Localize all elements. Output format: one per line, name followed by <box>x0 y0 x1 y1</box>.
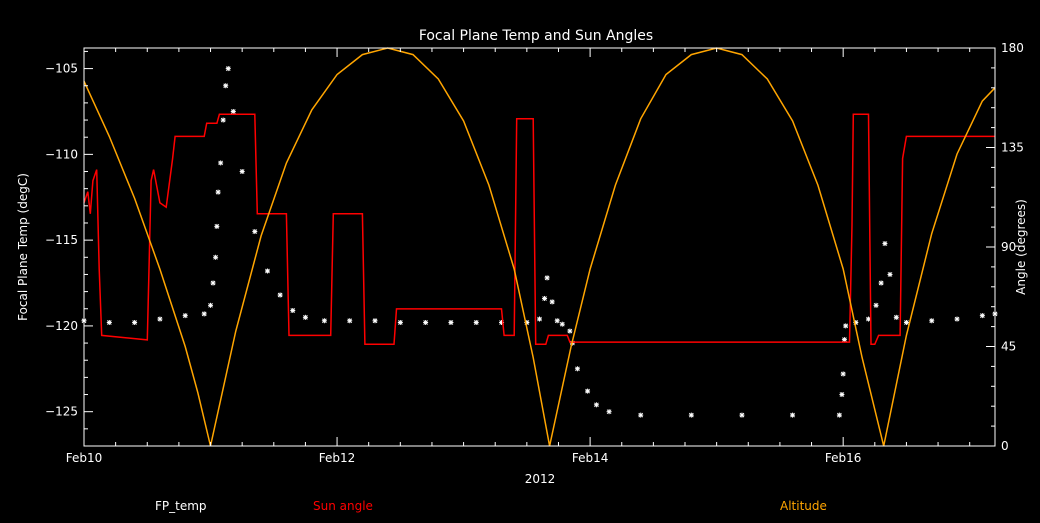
y2-axis-label: Angle (degrees) <box>1014 199 1028 295</box>
x-tick-label: Feb10 <box>66 451 103 465</box>
data-point-fp-temp <box>544 275 550 281</box>
y2-tick-label: 90 <box>1001 240 1016 254</box>
data-point-fp-temp <box>593 402 599 408</box>
data-point-fp-temp <box>638 412 644 418</box>
data-point-fp-temp <box>157 316 163 322</box>
data-point-fp-temp <box>878 280 884 286</box>
data-point-fp-temp <box>537 316 542 322</box>
data-point-fp-temp <box>559 321 565 327</box>
data-point-fp-temp <box>979 313 985 319</box>
y-tick-label: −110 <box>45 147 78 161</box>
data-point-fp-temp <box>839 392 845 398</box>
y-tick-label: −120 <box>45 319 78 333</box>
data-point-fp-temp <box>688 412 694 418</box>
chart-title: Focal Plane Temp and Sun Angles <box>419 28 653 44</box>
data-point-fp-temp <box>230 108 236 114</box>
y-axis-label: Focal Plane Temp (degC) <box>16 173 30 321</box>
data-point-fp-temp <box>423 319 429 325</box>
y-tick-label: −125 <box>45 405 78 419</box>
data-point-fp-temp <box>954 316 960 322</box>
data-point-fp-temp <box>448 319 454 325</box>
data-point-fp-temp <box>790 412 796 418</box>
data-point-fp-temp <box>223 83 229 89</box>
data-point-fp-temp <box>220 117 226 123</box>
axis-layer: Feb10 Feb12 Feb14 Feb16 −105 −110 −115 −120 −125… <box>45 41 1024 465</box>
data-point-fp-temp <box>218 160 224 166</box>
data-point-fp-temp <box>397 319 403 325</box>
data-point-fp-temp <box>239 169 245 175</box>
data-point-fp-temp <box>873 302 879 308</box>
data-point-fp-temp <box>264 268 270 274</box>
data-point-fp-temp <box>132 319 138 325</box>
data-point-fp-temp <box>182 313 188 319</box>
x-tick-label: Feb12 <box>319 451 356 465</box>
y-tick-label: −115 <box>45 233 78 247</box>
y2-tick-label: 0 <box>1001 439 1009 453</box>
data-point-fp-temp <box>739 412 745 418</box>
data-point-fp-temp <box>210 280 216 286</box>
data-point-fp-temp <box>542 295 548 301</box>
data-point-fp-temp <box>347 318 353 324</box>
data-point-fp-temp <box>215 189 221 195</box>
data-point-fp-temp <box>585 388 591 394</box>
series-layer <box>81 47 998 447</box>
data-point-fp-temp <box>549 299 555 305</box>
data-point-fp-temp <box>213 254 219 260</box>
data-point-fp-temp <box>290 307 296 313</box>
data-point-fp-temp <box>321 318 327 324</box>
y2-tick-label: 180 <box>1001 41 1024 55</box>
data-point-fp-temp <box>372 318 378 324</box>
data-point-fp-temp <box>225 66 231 72</box>
x-axis-label: 2012 <box>525 472 556 486</box>
y-tick-label: −105 <box>45 62 78 76</box>
data-point-fp-temp <box>277 292 283 298</box>
data-point-fp-temp <box>554 318 560 324</box>
data-point-fp-temp <box>893 314 899 320</box>
data-point-fp-temp <box>836 412 842 418</box>
x-tick-label: Feb14 <box>572 451 609 465</box>
data-point-fp-temp <box>841 337 847 343</box>
data-point-fp-temp <box>840 371 846 377</box>
data-point-fp-temp <box>201 311 207 317</box>
data-point-fp-temp <box>473 319 479 325</box>
data-point-fp-temp <box>302 314 308 320</box>
legend-altitude: Altitude <box>780 499 827 513</box>
data-point-fp-temp <box>903 319 909 325</box>
data-point-fp-temp <box>574 366 580 372</box>
legend-sun-angle: Sun angle <box>313 499 373 513</box>
series-line-altitude <box>83 47 996 447</box>
data-point-fp-temp <box>252 229 258 235</box>
data-point-fp-temp <box>208 302 214 308</box>
data-point-fp-temp <box>887 271 893 277</box>
data-point-fp-temp <box>843 323 849 329</box>
y2-tick-label: 135 <box>1001 141 1024 155</box>
data-point-fp-temp <box>106 319 112 325</box>
x-tick-label: Feb16 <box>825 451 862 465</box>
data-point-fp-temp <box>882 241 888 247</box>
data-point-fp-temp <box>214 223 220 229</box>
series-line-sun-angle <box>83 113 995 346</box>
legend-fp-temp: FP_temp <box>155 499 207 513</box>
data-point-fp-temp <box>606 409 612 415</box>
y2-tick-label: 45 <box>1001 340 1016 354</box>
data-point-fp-temp <box>929 318 935 324</box>
data-point-fp-temp <box>567 328 573 334</box>
